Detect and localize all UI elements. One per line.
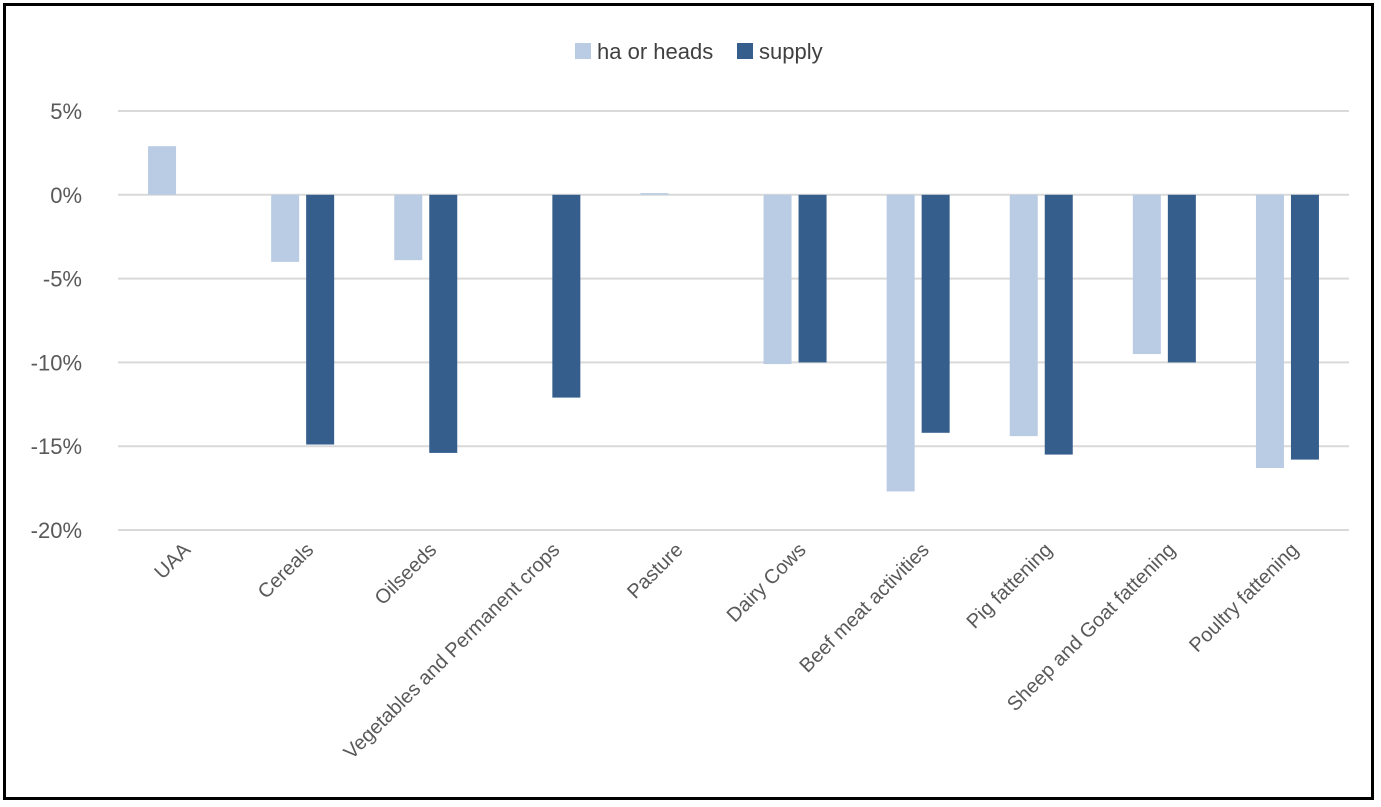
bar-supply [1290,194,1319,460]
bar-ha-or-heads [886,194,915,492]
bar-supply [429,194,458,453]
x-category-label: Pig fattening [963,539,1057,633]
legend-swatch-supply [737,43,753,59]
bar-supply [798,194,827,363]
y-tick-label: -15% [31,434,82,459]
bar-chart: 5% 0% -5% -10% -15% -20% UAA Cereals OilseedsVe… [31,39,1349,764]
y-tick-label: 5% [50,99,82,124]
bar-ha-or-heads [640,193,669,195]
bar-supply [921,194,950,433]
gridlines [118,110,1349,531]
x-category-label: Beef meat activities [796,539,934,677]
x-category-label: Dairy Cows [723,539,811,627]
bar-ha-or-heads [1009,194,1038,437]
x-category-label: UAA [150,539,195,584]
x-category-label: Poultry fattening [1185,539,1303,657]
chart-frame: 5% 0% -5% -10% -15% -20% UAA Cereals Oilseeds Ve… [3,3,1374,800]
bar-ha-or-heads [1132,194,1161,355]
bar-ha-or-heads [271,194,300,262]
y-tick-label: -5% [43,267,82,292]
bar-supply [1167,194,1196,363]
legend-label: supply [759,39,823,64]
x-category-label: Vegetables and Permanent crops [340,539,565,764]
legend-label: ha or heads [597,39,713,64]
x-category-label: Oilseeds [371,539,442,610]
bar-ha-or-heads [148,146,177,195]
bar-supply [552,194,581,398]
bar-supply [306,194,335,445]
bar-ha-or-heads [394,194,423,261]
x-category-label: Pasture [623,539,687,603]
y-axis-ticks: 5% 0% -5% -10% -15% -20% [31,99,82,543]
bars [148,146,1319,492]
x-category-label: Cereals [254,539,318,603]
bar-ha-or-heads [1255,194,1284,468]
legend: ha or heads supply [575,39,823,64]
y-tick-label: -20% [31,518,82,543]
bar-ha-or-heads [763,194,792,365]
y-tick-label: 0% [50,183,82,208]
bar-supply [1044,194,1073,455]
y-tick-label: -10% [31,350,82,375]
legend-swatch-ha-or-heads [575,43,591,59]
